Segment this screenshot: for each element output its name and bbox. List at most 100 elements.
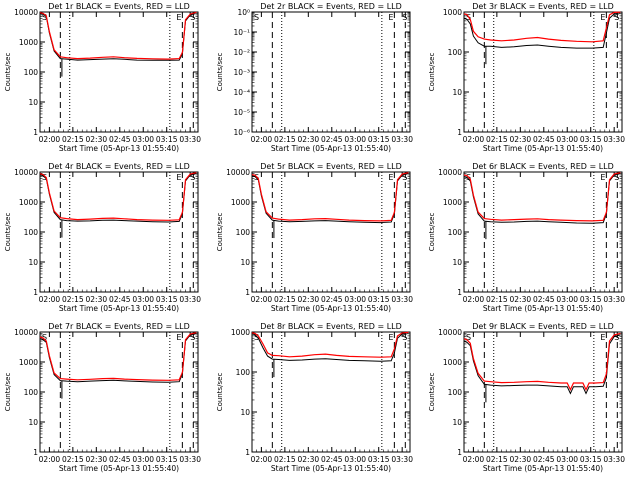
panel-title: Det 4r BLACK = Events, RED = LLD [48,162,190,171]
plot-frame [251,11,411,133]
y-tick-label: 10 [28,418,38,427]
panel-det-6: Det 6r BLACK = Events, RED = LLD 1 10 100 10… [428,162,625,313]
x-tick-label: 03:30 [603,295,625,304]
y-axis: 1 10 100 1000 10000 [438,328,622,457]
y-tick-label: 1000 [443,198,462,207]
y-tick-label: 1 [33,128,38,137]
y-tick-label: 10⁰ [237,8,250,17]
saa-marker: S [402,333,407,342]
x-tick-label: 03:00 [556,295,578,304]
x-tick-label: 03:30 [603,455,625,464]
series-line-lld [39,172,197,221]
saa-marker: S [402,173,407,182]
x-tick-label: 02:15 [62,455,84,464]
plot-frame [39,11,199,133]
panel-title: Det 6r BLACK = Events, RED = LLD [472,162,614,171]
x-tick-label: 02:45 [109,455,131,464]
y-tick-label: 10 [240,258,250,267]
saa-marker: S [254,13,259,22]
y-tick-label: 10 [28,98,38,107]
y-tick-label: 10000 [14,8,38,17]
x-tick-label: 03:00 [344,295,366,304]
x-tick-label: 03:30 [179,295,201,304]
series-line-events [39,12,197,61]
x-tick-label: 02:45 [109,295,131,304]
x-tick-label: 02:15 [62,295,84,304]
x-tick-label: 02:30 [86,135,108,144]
y-tick-label: 100 [24,388,39,397]
y-tick-label: 1000 [231,328,250,337]
x-tick-label: 03:30 [391,455,413,464]
series-line-lld [463,332,621,392]
y-tick-label: 10⁻² [233,48,250,57]
series-line-events [463,172,621,224]
x-tick-label: 03:15 [580,135,602,144]
x-tick-label: 02:30 [510,135,532,144]
y-tick-label: 1000 [443,358,462,367]
x-tick-label: 03:30 [391,295,413,304]
saa-marker: S [190,333,195,342]
x-tick-label: 03:00 [556,455,578,464]
y-tick-label: 10⁻³ [233,68,250,77]
x-tick-label: 02:30 [298,455,320,464]
x-tick-label: 02:00 [463,135,485,144]
y-tick-label: 1 [457,128,462,137]
y-tick-label: 1 [457,288,462,297]
y-axis: 1 10 100 1000 10000 [14,328,198,457]
x-tick-label: 02:30 [86,455,108,464]
x-tick-label: 02:15 [486,135,508,144]
x-axis-label: Start Time (05-Apr-13 01:55:40) [59,304,179,313]
flag-marker: E [388,333,393,342]
x-tick-label: 03:00 [344,455,366,464]
x-tick-label: 02:30 [510,455,532,464]
series-line-events [251,332,409,362]
y-tick-label: 1000 [19,198,38,207]
y-tick-label: 100 [236,368,251,377]
plot-frame [463,171,623,293]
y-tick-label: 10 [452,258,462,267]
y-axis-label: Counts/sec [428,213,436,252]
y-tick-label: 1 [457,448,462,457]
x-tick-label: 03:15 [156,455,178,464]
x-tick-label: 03:15 [580,455,602,464]
x-axis-label: Start Time (05-Apr-13 01:55:40) [271,144,391,153]
x-axis-label: Start Time (05-Apr-13 01:55:40) [483,144,603,153]
y-tick-label: 1 [33,288,38,297]
x-tick-label: 02:15 [486,295,508,304]
saa-marker: S [614,173,619,182]
saa-marker: S [42,333,47,342]
series-line-lld [463,11,621,43]
x-axis-label: Start Time (05-Apr-13 01:55:40) [271,464,391,473]
x-tick-label: 02:45 [533,295,555,304]
x-tick-label: 02:00 [463,295,485,304]
y-axis-label: Counts/sec [216,213,224,252]
y-tick-label: 10 [240,408,250,417]
y-axis-label: Counts/sec [216,373,224,412]
series-line-lld [463,172,621,222]
series-line-events [39,172,197,223]
y-tick-label: 10⁻¹ [233,28,250,37]
y-axis: 1 10 100 1000 10000 [14,8,198,137]
panel-det-8: Det 8r BLACK = Events, RED = LLD 1 10 100 10… [216,322,413,473]
y-tick-label: 10 [452,418,462,427]
y-tick-label: 100 [24,68,39,77]
y-axis-label: Counts/sec [4,213,12,252]
y-axis-label: Counts/sec [428,53,436,92]
panel-title: Det 2r BLACK = Events, RED = LLD [260,2,402,11]
x-tick-label: 02:00 [251,295,273,304]
x-tick-label: 03:30 [603,135,625,144]
x-tick-label: 02:00 [39,295,61,304]
y-tick-label: 10⁻⁴ [233,88,250,97]
x-tick-label: 03:15 [368,295,390,304]
y-axis-label: Counts/sec [216,53,224,92]
x-tick-label: 02:00 [251,135,273,144]
panel-title: Det 3r BLACK = Events, RED = LLD [472,2,614,11]
y-axis: 1 10 100 1000 10000 [438,168,622,297]
plot-frame [463,331,623,453]
saa-marker: S [190,13,195,22]
panel-title: Det 1r BLACK = Events, RED = LLD [48,2,190,11]
x-axis-label: Start Time (05-Apr-13 01:55:40) [483,464,603,473]
y-tick-label: 1000 [19,358,38,367]
x-tick-label: 02:45 [321,135,343,144]
